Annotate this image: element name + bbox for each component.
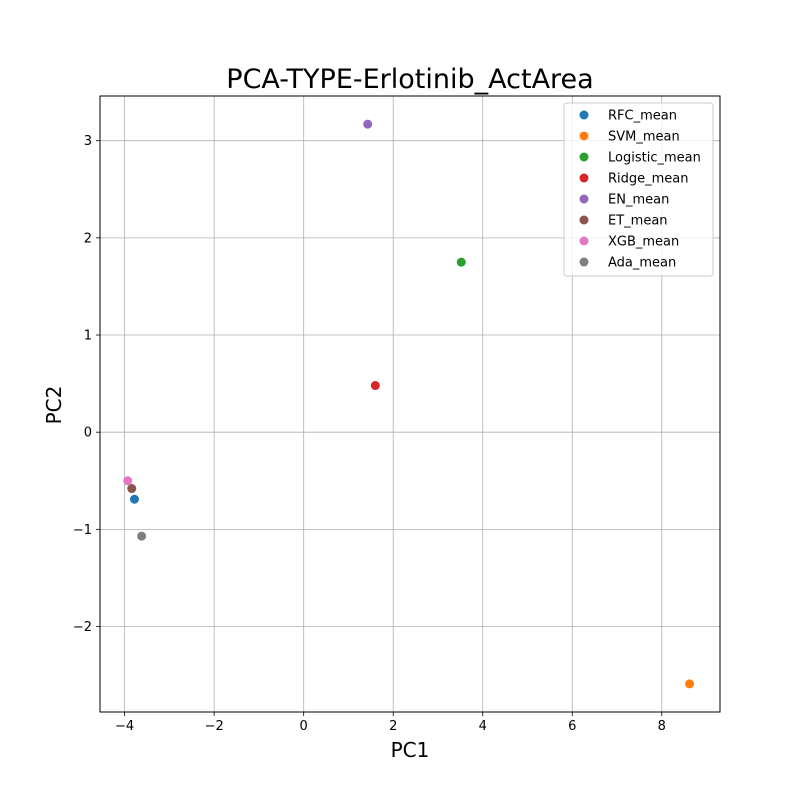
legend-item: SVM_mean: [579, 130, 680, 145]
x-tick-label: 0: [300, 719, 308, 734]
y-tick-label: 3: [84, 134, 92, 149]
y-tick-label: −1: [73, 523, 92, 538]
legend-item: Ridge_mean: [579, 172, 689, 187]
legend-label: Ada_mean: [608, 256, 676, 271]
data-point-svm-mean: [685, 679, 695, 689]
data-point-ada-mean: [137, 531, 147, 541]
legend-label: Ridge_mean: [608, 172, 689, 187]
legend-item: RFC_mean: [579, 109, 677, 124]
data-point-et-mean: [127, 484, 137, 494]
axis-ticks: −4 −2 0 2 4 6 8 −2 −1 0 1 2 3: [73, 134, 666, 734]
legend-label: SVM_mean: [608, 130, 680, 145]
data-point-en-mean: [363, 119, 373, 129]
y-tick-label: 2: [84, 231, 92, 246]
y-tick-label: 0: [84, 426, 92, 441]
legend-label: RFC_mean: [608, 109, 677, 124]
legend-label: XGB_mean: [608, 235, 679, 250]
legend-item: XGB_mean: [579, 235, 679, 250]
data-point-rfc-mean: [129, 494, 139, 504]
legend-marker: [579, 236, 589, 246]
x-tick-label: 4: [479, 719, 487, 734]
x-axis-title: PC1: [391, 738, 430, 762]
legend-marker: [579, 110, 589, 120]
legend: RFC_mean SVM_mean Logistic_mean Ridge_mean E…: [563, 102, 714, 277]
legend-label: EN_mean: [608, 193, 669, 208]
data-point-xgb-mean: [123, 476, 133, 486]
legend-item: ET_mean: [579, 214, 668, 229]
legend-item: Logistic_mean: [579, 151, 701, 166]
legend-marker: [579, 215, 589, 225]
plot-area: [99, 95, 721, 713]
legend-marker: [579, 257, 589, 267]
legend-marker: [579, 173, 589, 183]
y-axis-title: PC2: [42, 386, 66, 425]
x-tick-label: 8: [658, 719, 666, 734]
chart-title: PCA-TYPE-Erlotinib_ActArea: [226, 64, 593, 95]
legend-marker: [579, 152, 589, 162]
y-tick-label: −2: [73, 620, 92, 635]
legend-item: Ada_mean: [579, 256, 676, 271]
x-tick-label: −2: [205, 719, 224, 734]
grid: [100, 96, 720, 712]
legend-box: [563, 102, 714, 277]
legend-marker: [579, 131, 589, 141]
x-tick-label: −4: [115, 719, 134, 734]
legend-label: Logistic_mean: [608, 151, 701, 166]
data-point-logistic-mean: [456, 257, 466, 267]
legend-items: RFC_mean SVM_mean Logistic_mean Ridge_mean E…: [579, 109, 701, 271]
data-point-ridge-mean: [370, 381, 380, 391]
data-points: [123, 119, 695, 689]
legend-item: EN_mean: [579, 193, 669, 208]
y-tick-label: 1: [84, 329, 92, 344]
x-tick-label: 2: [389, 719, 397, 734]
legend-label: ET_mean: [608, 214, 668, 229]
legend-marker: [579, 194, 589, 204]
x-tick-label: 6: [568, 719, 576, 734]
